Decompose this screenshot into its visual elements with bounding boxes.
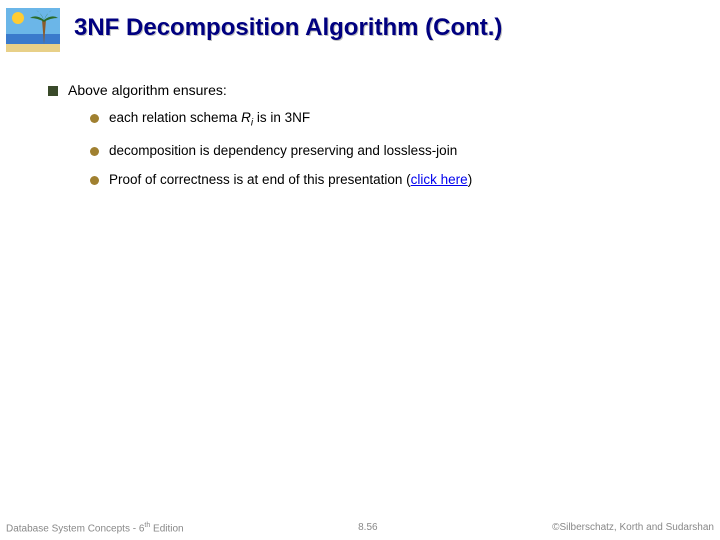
circle-bullet-icon [90, 176, 99, 185]
bullet-text: Proof of correctness is at end of this p… [109, 172, 472, 187]
circle-bullet-icon [90, 114, 99, 123]
text-fragment: Proof of correctness is at end of this p… [109, 172, 411, 187]
footer-left: Database System Concepts - 6th Edition [6, 522, 184, 534]
slide-footer: Database System Concepts - 6th Edition 8… [0, 522, 720, 534]
variable-r: R [241, 110, 251, 125]
text-fragment: is in 3NF [253, 110, 310, 125]
bullet-level2: decomposition is dependency preserving a… [90, 143, 720, 158]
text-fragment: each relation schema [109, 110, 241, 125]
bullet-text: Above algorithm ensures: [68, 82, 227, 98]
footer-right: ©Silberschatz, Korth and Sudarshan [552, 522, 714, 534]
square-bullet-icon [48, 86, 58, 96]
bullet-text: decomposition is dependency preserving a… [109, 143, 457, 158]
bullet-level1: Above algorithm ensures: [48, 82, 720, 98]
bullet-level2: each relation schema Ri is in 3NF [90, 110, 720, 129]
bullet-text: each relation schema Ri is in 3NF [109, 110, 310, 129]
bullet-level2: Proof of correctness is at end of this p… [90, 172, 720, 187]
circle-bullet-icon [90, 147, 99, 156]
slide-body: Above algorithm ensures: each relation s… [0, 52, 720, 187]
slide-logo [6, 8, 60, 52]
slide-title: 3NF Decomposition Algorithm (Cont.) [74, 8, 502, 42]
footer-center: 8.56 [358, 522, 377, 534]
text-fragment: Edition [150, 523, 183, 534]
text-fragment: Database System Concepts - 6 [6, 523, 144, 534]
proof-link[interactable]: click here [411, 172, 468, 187]
text-fragment: ) [468, 172, 473, 187]
